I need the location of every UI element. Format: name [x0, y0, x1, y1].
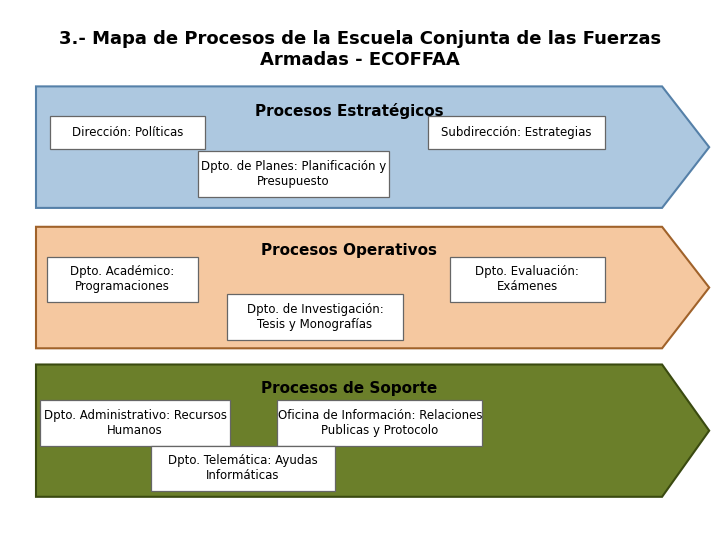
- Text: Dpto. de Investigación:
Tesis y Monografías: Dpto. de Investigación: Tesis y Monograf…: [247, 303, 383, 331]
- Text: Dpto. Académico:
Programaciones: Dpto. Académico: Programaciones: [71, 266, 174, 293]
- FancyBboxPatch shape: [40, 400, 230, 446]
- Polygon shape: [36, 227, 709, 348]
- FancyBboxPatch shape: [47, 256, 198, 302]
- Text: Dpto. Telemática: Ayudas
Informáticas: Dpto. Telemática: Ayudas Informáticas: [168, 455, 318, 482]
- FancyBboxPatch shape: [198, 151, 389, 197]
- Text: Dirección: Políticas: Dirección: Políticas: [72, 126, 184, 139]
- Text: Oficina de Información: Relaciones
Publicas y Protocolo: Oficina de Información: Relaciones Publi…: [277, 409, 482, 436]
- Polygon shape: [36, 364, 709, 497]
- FancyBboxPatch shape: [277, 400, 482, 446]
- Polygon shape: [36, 86, 709, 208]
- Text: 3.- Mapa de Procesos de la Escuela Conjunta de las Fuerzas
Armadas - ECOFFAA: 3.- Mapa de Procesos de la Escuela Conju…: [59, 30, 661, 69]
- Text: Procesos de Soporte: Procesos de Soporte: [261, 381, 437, 396]
- FancyBboxPatch shape: [151, 446, 335, 491]
- FancyBboxPatch shape: [450, 256, 605, 302]
- FancyBboxPatch shape: [227, 294, 403, 340]
- FancyBboxPatch shape: [428, 116, 605, 148]
- Text: Dpto. Administrativo: Recursos
Humanos: Dpto. Administrativo: Recursos Humanos: [43, 409, 227, 436]
- FancyBboxPatch shape: [50, 116, 205, 148]
- Text: Dpto. de Planes: Planificación y
Presupuesto: Dpto. de Planes: Planificación y Presupu…: [201, 160, 386, 188]
- Text: Procesos Operativos: Procesos Operativos: [261, 243, 437, 258]
- Text: Subdirección: Estrategias: Subdirección: Estrategias: [441, 126, 592, 139]
- Text: Dpto. Evaluación:
Exámenes: Dpto. Evaluación: Exámenes: [475, 266, 580, 293]
- Text: Procesos Estratégicos: Procesos Estratégicos: [255, 103, 444, 119]
